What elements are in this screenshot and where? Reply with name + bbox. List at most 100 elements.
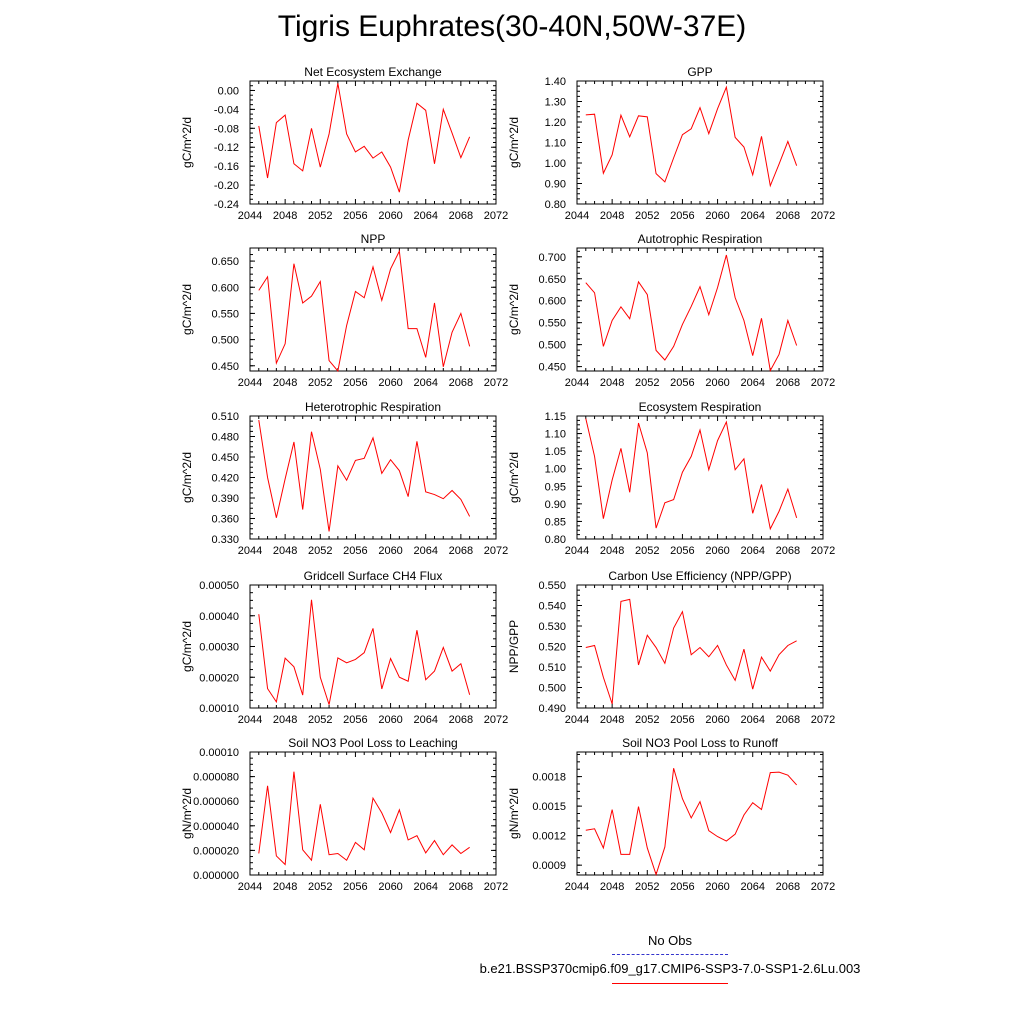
y-tick-label: 0.000020 bbox=[193, 845, 239, 857]
x-tick-label: 2052 bbox=[635, 377, 659, 389]
y-tick-label: 0.00050 bbox=[199, 580, 239, 592]
x-tick-label: 2072 bbox=[484, 210, 508, 222]
y-tick-label: 0.85 bbox=[545, 516, 566, 528]
series-line bbox=[258, 771, 470, 866]
series-line bbox=[258, 249, 471, 373]
y-axis-label: gN/m^2/d bbox=[180, 788, 194, 839]
y-axis-label: gN/m^2/d bbox=[507, 788, 521, 839]
x-tick-label: 2064 bbox=[740, 881, 764, 893]
y-tick-label: 0.500 bbox=[538, 683, 566, 695]
x-tick-label: 2044 bbox=[565, 545, 589, 557]
plot-frame bbox=[576, 415, 824, 540]
x-tick-label: 2060 bbox=[705, 714, 729, 726]
y-tick-label: 0.00040 bbox=[199, 611, 239, 623]
x-tick-label: 2072 bbox=[484, 714, 508, 726]
plot-frame bbox=[249, 584, 497, 709]
y-axis-label: gC/m^2/d bbox=[507, 117, 521, 168]
x-tick-label: 2068 bbox=[776, 714, 800, 726]
x-tick-label: 2068 bbox=[449, 714, 473, 726]
y-tick-label: 0.000060 bbox=[193, 796, 239, 808]
y-axis-label: NPP/GPP bbox=[507, 620, 521, 673]
x-tick-label: 2044 bbox=[565, 881, 589, 893]
x-tick-label: 2060 bbox=[705, 881, 729, 893]
x-tick-label: 2056 bbox=[343, 714, 367, 726]
x-tick-label: 2064 bbox=[413, 210, 437, 222]
y-tick-label: 0.0018 bbox=[532, 772, 566, 784]
x-tick-label: 2072 bbox=[484, 545, 508, 557]
y-tick-label: 1.05 bbox=[545, 446, 566, 458]
x-tick-label: 2056 bbox=[670, 714, 694, 726]
x-tick-label: 2056 bbox=[670, 377, 694, 389]
x-tick-label: 2072 bbox=[811, 545, 835, 557]
x-tick-label: 2052 bbox=[308, 377, 332, 389]
x-tick-label: 2044 bbox=[565, 210, 589, 222]
panel-title: Carbon Use Efficiency (NPP/GPP) bbox=[608, 569, 791, 583]
y-tick-label: 0.490 bbox=[538, 703, 566, 715]
plot-frame bbox=[576, 80, 824, 205]
x-tick-label: 2048 bbox=[273, 545, 297, 557]
x-tick-label: 2056 bbox=[670, 210, 694, 222]
y-tick-label: 0.80 bbox=[545, 199, 566, 211]
y-tick-label: 0.390 bbox=[211, 493, 239, 505]
series-line bbox=[258, 599, 471, 705]
plot-frame bbox=[249, 751, 497, 876]
panel-title: Net Ecosystem Exchange bbox=[304, 65, 442, 79]
y-tick-label: 0.450 bbox=[538, 362, 566, 374]
y-tick-label: 0.360 bbox=[211, 514, 239, 526]
legend-run-label: b.e21.BSSP370cmip6.f09_g17.CMIP6-SSP3-7.… bbox=[479, 961, 861, 976]
x-tick-label: 2044 bbox=[238, 881, 262, 893]
panel-title: NPP bbox=[361, 232, 386, 246]
y-tick-label: 0.520 bbox=[538, 642, 566, 654]
y-tick-label: 0.95 bbox=[545, 481, 566, 493]
y-tick-label: 0.000080 bbox=[193, 772, 239, 784]
y-tick-label: 1.00 bbox=[545, 464, 566, 476]
x-tick-label: 2060 bbox=[378, 210, 402, 222]
y-tick-label: 0.00030 bbox=[199, 642, 239, 654]
y-tick-label: 1.10 bbox=[545, 429, 566, 441]
figure-title: Tigris Euphrates(30-40N,50W-37E) bbox=[277, 10, 747, 43]
x-tick-label: 2060 bbox=[378, 881, 402, 893]
y-tick-label: 0.00010 bbox=[199, 703, 239, 715]
y-tick-label: 0.00020 bbox=[199, 672, 239, 684]
x-tick-label: 2056 bbox=[343, 881, 367, 893]
y-tick-label: 0.600 bbox=[211, 282, 239, 294]
y-tick-label: 0.500 bbox=[538, 340, 566, 352]
x-tick-label: 2072 bbox=[811, 210, 835, 222]
y-axis-label: gC/m^2/d bbox=[180, 452, 194, 503]
x-tick-label: 2044 bbox=[238, 210, 262, 222]
x-tick-label: 2052 bbox=[635, 714, 659, 726]
x-tick-label: 2060 bbox=[705, 210, 729, 222]
x-tick-label: 2048 bbox=[600, 881, 624, 893]
y-axis-label: gC/m^2/d bbox=[180, 621, 194, 672]
y-tick-label: 0.00 bbox=[218, 85, 239, 97]
y-tick-label: 0.00010 bbox=[199, 747, 239, 759]
x-tick-label: 2044 bbox=[565, 377, 589, 389]
x-tick-label: 2056 bbox=[670, 545, 694, 557]
x-tick-label: 2060 bbox=[705, 545, 729, 557]
x-tick-label: 2072 bbox=[811, 881, 835, 893]
x-tick-label: 2060 bbox=[378, 714, 402, 726]
y-axis-label: gC/m^2/d bbox=[180, 117, 194, 168]
x-tick-label: 2064 bbox=[413, 545, 437, 557]
x-tick-label: 2048 bbox=[273, 210, 297, 222]
x-tick-label: 2048 bbox=[273, 377, 297, 389]
y-tick-label: 1.10 bbox=[545, 138, 566, 150]
x-tick-label: 2052 bbox=[308, 714, 332, 726]
y-tick-label: 0.0015 bbox=[532, 801, 566, 813]
x-tick-label: 2064 bbox=[740, 210, 764, 222]
y-tick-label: 0.650 bbox=[211, 256, 239, 268]
y-tick-label: 0.000040 bbox=[193, 821, 239, 833]
plot-frame bbox=[576, 584, 824, 709]
y-tick-label: 0.550 bbox=[538, 580, 566, 592]
x-tick-label: 2072 bbox=[811, 714, 835, 726]
x-tick-label: 2068 bbox=[449, 881, 473, 893]
panel-title: Gridcell Surface CH4 Flux bbox=[304, 569, 443, 583]
y-tick-label: 0.0012 bbox=[532, 831, 566, 843]
y-tick-label: 0.000000 bbox=[193, 870, 239, 882]
y-tick-label: 0.530 bbox=[538, 621, 566, 633]
x-tick-label: 2052 bbox=[635, 881, 659, 893]
x-tick-label: 2068 bbox=[449, 545, 473, 557]
x-tick-label: 2052 bbox=[635, 210, 659, 222]
y-tick-label: 0.500 bbox=[211, 335, 239, 347]
